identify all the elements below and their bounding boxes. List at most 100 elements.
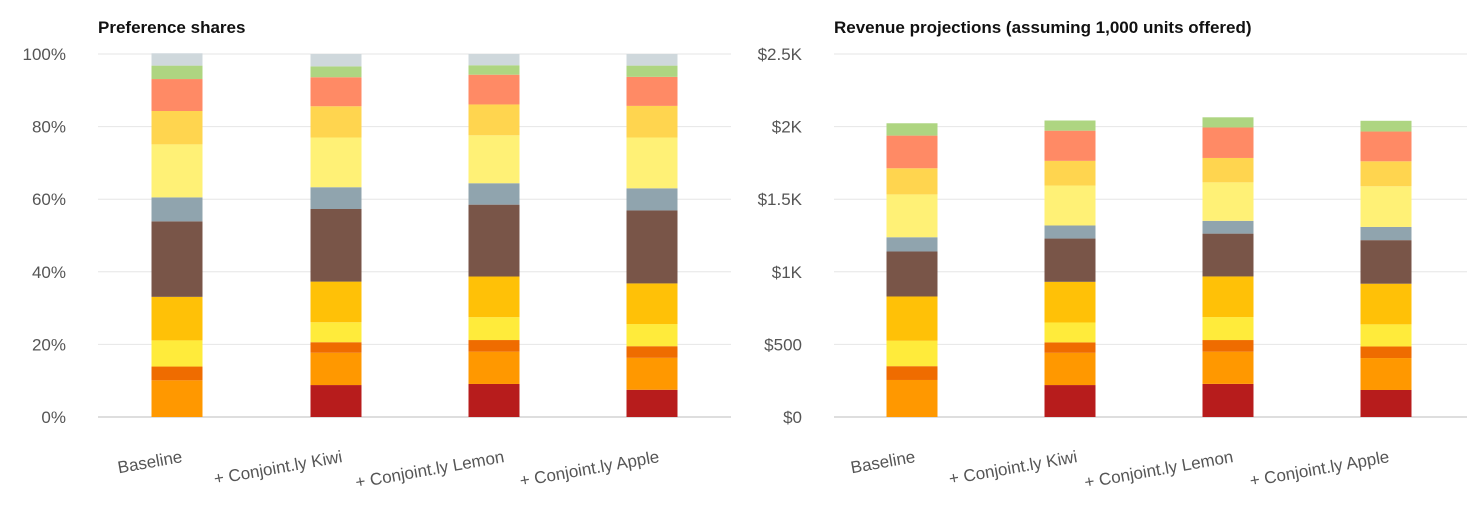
bar-segment: [1044, 225, 1096, 239]
bar-segment: [1360, 283, 1412, 325]
bar-segment: [886, 379, 938, 417]
bar-segment: [1044, 120, 1096, 131]
bar-segment: [151, 197, 203, 222]
preference-shares-plot: 0% 20% 40% 60% 80% 100% Baseline + Conjoint.ly …: [23, 45, 731, 492]
bar-segment: [886, 366, 938, 380]
bar-segment: [1360, 120, 1412, 132]
bar-segment: [310, 137, 362, 188]
y-tick-label: 20%: [32, 335, 66, 354]
bar-segment: [468, 340, 520, 352]
bar-segment: [886, 123, 938, 136]
bar-segment: [626, 65, 678, 77]
x-category-label: + Conjoint.ly Lemon: [354, 447, 506, 492]
bar-segment: [886, 168, 938, 195]
bar-segment: [1202, 340, 1254, 352]
bar-segment: [310, 187, 362, 210]
bar-segment: [310, 352, 362, 386]
bar-segment: [1360, 389, 1412, 417]
bar-segment: [151, 144, 203, 198]
y-tick-label: 60%: [32, 190, 66, 209]
bar-segment: [468, 276, 520, 318]
bar-segment: [310, 281, 362, 323]
bar-segment: [1202, 182, 1254, 221]
bar-segment: [1202, 117, 1254, 128]
bar-segment: [151, 366, 203, 381]
bar-segment: [310, 342, 362, 353]
bar-segment: [1044, 185, 1096, 226]
bar-segment: [310, 322, 362, 343]
bar-segment: [1360, 240, 1412, 284]
bar-segment: [1202, 127, 1254, 158]
bar-segment: [626, 357, 678, 390]
y-tick-label: 0%: [41, 408, 66, 427]
bar-segment: [1044, 352, 1096, 386]
y-tick-label: $2.5K: [758, 45, 803, 64]
bar-segment: [468, 54, 520, 66]
bar-segment: [151, 221, 203, 297]
y-tick-label: 40%: [32, 263, 66, 282]
y-tick-label: $0: [783, 408, 802, 427]
bar-segment: [886, 237, 938, 252]
bar-segment: [468, 104, 520, 136]
bar-segment: [1044, 342, 1096, 353]
bar-segment: [1044, 160, 1096, 186]
bar-segment: [1360, 346, 1412, 359]
bar-segment: [310, 77, 362, 107]
bar-segment: [1202, 383, 1254, 417]
bar-segment: [468, 65, 520, 75]
revenue-projections-plot: $0 $500 $1K $1.5K $2K $2.5K Baseline + Conjoint…: [758, 45, 1467, 492]
bar-segment: [1360, 161, 1412, 187]
bar-segment: [310, 385, 362, 417]
bar-segment: [626, 283, 678, 325]
bar-segment: [1202, 220, 1254, 234]
bar-segment: [468, 351, 520, 384]
x-category-label: + Conjoint.ly Lemon: [1083, 447, 1235, 492]
bar-segment: [1360, 226, 1412, 241]
x-category-label: + Conjoint.ly Apple: [1248, 447, 1390, 490]
bar-segment: [626, 76, 678, 106]
bar-segment: [886, 340, 938, 367]
chart-title: Revenue projections (assuming 1,000 unit…: [834, 18, 1252, 37]
bar-segment: [1360, 131, 1412, 162]
bar-segment: [468, 135, 520, 184]
bar-segment: [1044, 281, 1096, 323]
y-tick-label: $1K: [772, 263, 803, 282]
revenue-projections-chart: Revenue projections (assuming 1,000 unit…: [738, 0, 1477, 511]
y-tick-label: 80%: [32, 118, 66, 137]
bar-segment: [1044, 322, 1096, 343]
chart-title: Preference shares: [98, 18, 246, 37]
bar-segment: [151, 79, 203, 111]
x-category-label: + Conjoint.ly Kiwi: [212, 447, 343, 488]
y-tick-label: $1.5K: [758, 190, 803, 209]
bar-segment: [310, 54, 362, 67]
bar-segment: [468, 183, 520, 205]
bar-segment: [468, 74, 520, 105]
x-category-label: Baseline: [116, 447, 184, 477]
bar-segment: [1360, 358, 1412, 390]
bar-segment: [626, 54, 678, 66]
bar-segment: [1202, 317, 1254, 341]
bar-segment: [886, 135, 938, 169]
bar-segment: [626, 346, 678, 358]
bar-segment: [1044, 238, 1096, 282]
x-category-label: + Conjoint.ly Kiwi: [947, 447, 1078, 488]
x-category-label: Baseline: [849, 447, 917, 477]
bar-segment: [886, 296, 938, 341]
bar-segment: [1360, 324, 1412, 347]
bar-segment: [886, 194, 938, 238]
bar-segment: [626, 137, 678, 189]
bar-segment: [626, 105, 678, 138]
bar-segment: [151, 53, 203, 66]
bar-segment: [468, 317, 520, 341]
bar-segment: [310, 106, 362, 138]
y-tick-label: $2K: [772, 118, 803, 137]
bar-segment: [626, 324, 678, 347]
bar-segment: [151, 340, 203, 367]
bar-segment: [310, 209, 362, 282]
bar-segment: [151, 65, 203, 80]
bar-segment: [626, 188, 678, 211]
bar-segment: [468, 383, 520, 417]
x-category-label: + Conjoint.ly Apple: [518, 447, 660, 490]
bar-segment: [151, 380, 203, 417]
bar-segment: [1202, 157, 1254, 183]
